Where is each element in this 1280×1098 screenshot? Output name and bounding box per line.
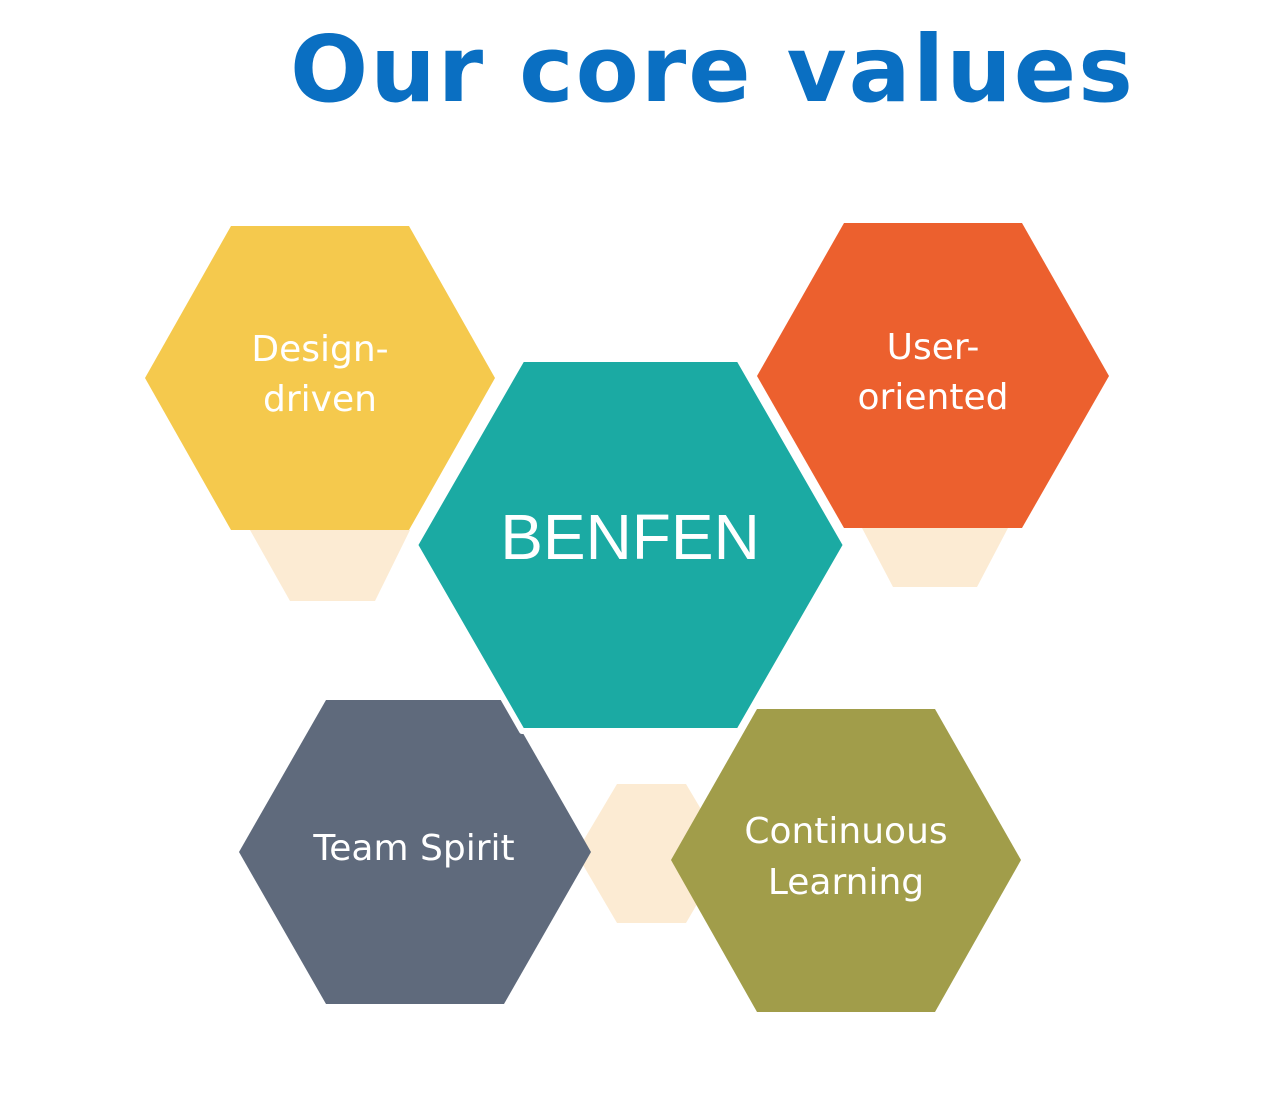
hexagon-benfen-shape (412, 356, 849, 734)
hexagon-design-driven: Design- driven (145, 226, 495, 530)
hexagon-team-spirit-shape (239, 700, 591, 1004)
continuous-learning-label-line1: Continuous (744, 811, 947, 852)
benfen-label: BENFEN (500, 501, 760, 573)
hexagon-benfen: BENFEN (412, 356, 849, 734)
design-driven-label-line2: driven (263, 379, 377, 420)
accent-hexagon-right (862, 528, 1008, 587)
page-title: Our core values (290, 16, 1135, 123)
hexagon-user-oriented-shape (757, 223, 1109, 528)
design-driven-label-line1: Design- (251, 329, 388, 370)
user-oriented-label-line1: User- (887, 327, 980, 368)
hexagon-continuous-learning-shape (671, 709, 1021, 1012)
team-spirit-label: Team Spirit (312, 828, 514, 869)
hexagon-design-driven-shape (145, 226, 495, 530)
hexagon-team-spirit: Team Spirit (239, 700, 591, 1004)
user-oriented-label-line2: oriented (858, 377, 1009, 418)
accent-hexagon-left (250, 530, 410, 601)
continuous-learning-label-line2: Learning (768, 862, 924, 903)
hexagon-continuous-learning: Continuous Learning (671, 709, 1021, 1012)
hexagon-user-oriented: User- oriented (757, 223, 1109, 528)
